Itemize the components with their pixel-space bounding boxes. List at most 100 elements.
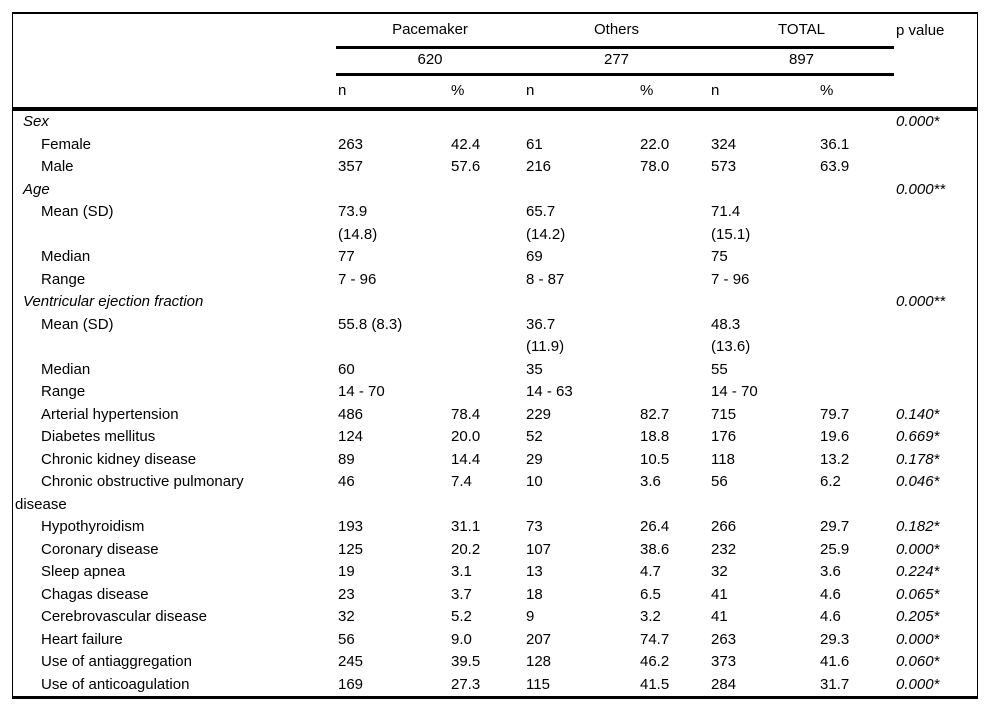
value-cell: 41.6 [820, 653, 850, 670]
table-row: Male 357 57.6 216 78.0 573 63.9 [13, 156, 977, 179]
value-cell: 61 [526, 135, 543, 153]
p-value-header: p value [896, 22, 945, 39]
row-label: Use of antiaggregation [41, 653, 192, 670]
study-table: Pacemaker Others TOTAL p value 620 277 8… [13, 14, 978, 699]
value-cell: 14 - 70 [338, 383, 385, 400]
value-cell: 41 [711, 608, 728, 625]
table-row: Heart failure 56 9.0 207 74.7 263 29.3 0.000* [13, 629, 977, 652]
table-row: Arterial hypertension 486 78.4 229 82.7 715 79… [13, 404, 977, 427]
subheader-n: n [709, 74, 819, 111]
value-cell: 20.0 [451, 428, 481, 445]
table-row: Cerebrovascular disease 32 5.2 9 3.2 41 4.6 0.2… [13, 606, 977, 629]
value-cell: 124 [338, 428, 364, 445]
value-cell: 89 [338, 450, 355, 468]
value-cell [524, 179, 638, 202]
value-cell [638, 201, 709, 246]
table-row: Female 263 42.4 61 22.0 324 36.1 [13, 134, 977, 157]
value-cell: 7 - 96 [338, 270, 377, 288]
value-cell [818, 109, 894, 134]
value-cell: 6.2 [820, 473, 841, 490]
value-cell: 6.5 [640, 585, 661, 603]
value-cell: 4.6 [820, 585, 841, 603]
value-cell: 10.5 [640, 450, 670, 468]
value-cell: 57.6 [451, 158, 481, 175]
value-cell: 38.6 [640, 540, 670, 558]
row-label: Range [41, 383, 86, 400]
value-cell: 36.1 [820, 135, 850, 153]
p-value-cell: 0.205* [896, 608, 940, 625]
value-cell: 3.6 [640, 473, 661, 490]
value-cell: 63.9 [820, 158, 850, 175]
group-count-others: 277 [524, 47, 710, 76]
value-cell: 19 [338, 563, 355, 580]
p-value-cell: 0.000* [896, 630, 940, 648]
table-header: Pacemaker Others TOTAL p value 620 277 8… [13, 14, 978, 111]
p-value-cell [894, 156, 977, 179]
value-cell: 118 [711, 450, 735, 468]
value-cell: 7.4 [451, 473, 472, 490]
value-cell [709, 179, 818, 202]
value-cell [449, 201, 524, 246]
value-cell [638, 269, 709, 292]
value-cell: 27.3 [449, 673, 524, 699]
row-label: Median [41, 360, 91, 378]
p-value-cell: 0.178* [896, 450, 940, 468]
value-cell [449, 269, 524, 292]
row-label: Mean (SD) [41, 315, 114, 333]
value-cell: 79.7 [820, 405, 850, 423]
value-cell: 216 [526, 158, 552, 175]
value-cell [449, 109, 524, 134]
value-cell: 13.2 [820, 450, 850, 468]
table-row: Sleep apnea 19 3.1 13 4.7 32 3.6 0.224* [13, 561, 977, 584]
table-row: Age 0.000** [13, 179, 977, 202]
value-cell [818, 269, 894, 292]
value-cell: 9 [526, 608, 535, 625]
value-cell: 26.4 [640, 518, 670, 535]
value-cell [336, 179, 449, 202]
value-cell: 13 [526, 563, 543, 580]
value-cell: 35 [526, 360, 543, 378]
value-cell: 82.7 [640, 405, 670, 423]
value-cell: 263 [338, 135, 364, 153]
table-row: Chronic kidney disease 89 14.4 29 10.5 118 13.… [13, 449, 977, 472]
subheader-n: n [336, 74, 449, 111]
value-cell [638, 179, 709, 202]
row-label: Use of anticoagulation [13, 673, 336, 699]
value-cell: 107 [526, 540, 552, 558]
value-cell: 9.0 [451, 630, 472, 648]
value-cell: 3.7 [451, 585, 472, 603]
p-value-cell: 0.140* [896, 405, 940, 423]
value-cell: 169 [336, 673, 449, 699]
value-cell: 115 [524, 673, 638, 699]
value-cell [449, 246, 524, 269]
table-row: Use of anticoagulation 169 27.3 115 41.5 284 3… [13, 673, 978, 699]
value-cell [449, 179, 524, 202]
value-cell [818, 381, 894, 404]
value-cell: 18 [526, 585, 543, 603]
group-count-pacemaker: 620 [336, 47, 524, 76]
table-row: Median 77 69 75 [13, 246, 977, 269]
value-cell [449, 291, 524, 314]
value-cell: 56 [711, 473, 728, 490]
table-row: Hypothyroidism 193 31.1 73 26.4 266 29.7 0.182* [13, 516, 977, 539]
value-cell [709, 291, 818, 314]
row-section-label: Age [23, 180, 50, 198]
value-cell: 29 [526, 450, 543, 468]
value-cell: 31.7 [818, 673, 895, 699]
value-cell: 65.7 (14.2) [526, 203, 566, 243]
value-cell: 25.9 [820, 540, 850, 558]
value-cell: 52 [526, 428, 543, 445]
group-header-others: Others [524, 14, 710, 49]
row-label: Coronary disease [41, 540, 159, 558]
value-cell [818, 291, 894, 314]
value-cell: 29.7 [820, 518, 850, 535]
value-cell: 14.4 [451, 450, 481, 468]
row-label: Range [41, 270, 86, 288]
value-cell: 60 [338, 360, 355, 378]
value-cell: 36.7 (11.9) [526, 315, 565, 356]
value-cell: 77 [338, 248, 355, 265]
value-cell: 73 [526, 518, 543, 535]
value-cell: 39.5 [451, 653, 481, 670]
p-value-cell [894, 381, 977, 404]
value-cell [336, 291, 449, 314]
